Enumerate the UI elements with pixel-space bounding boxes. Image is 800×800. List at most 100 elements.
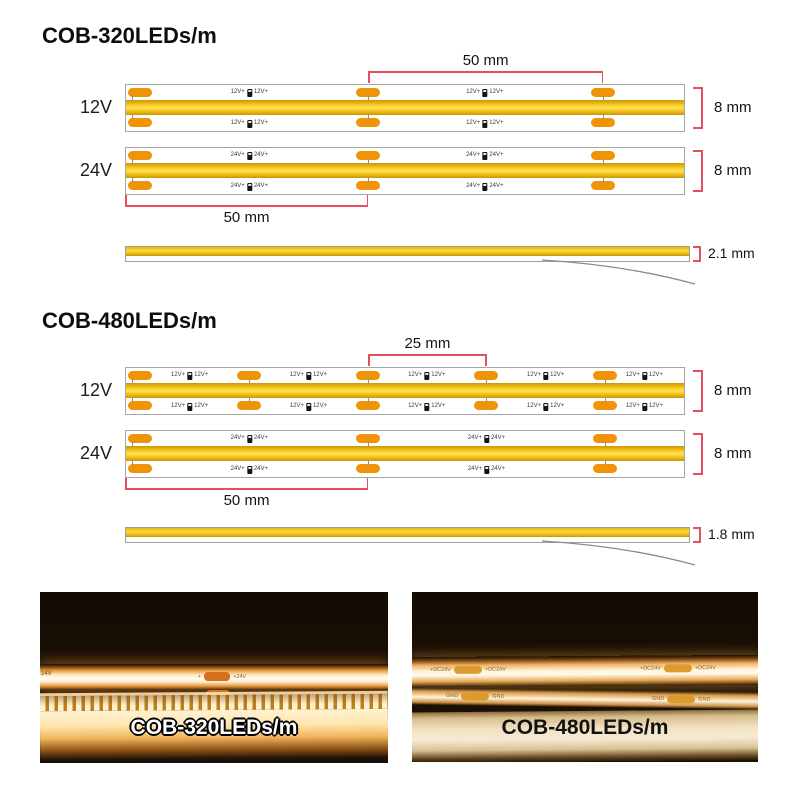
solder-pad-icon	[356, 181, 381, 190]
diode-chip-icon	[246, 182, 252, 191]
thickness-bracket	[693, 260, 701, 262]
polarity-label: 12V+	[170, 403, 186, 409]
polarity-label-group: 12V+ 12V+	[466, 88, 503, 97]
solder-pad-icon	[128, 401, 152, 410]
polarity-label-group: 24V+ 24V+	[468, 465, 505, 474]
phosphor-layer	[126, 247, 689, 256]
distance-bracket	[368, 354, 487, 356]
cut-mark	[368, 96, 370, 100]
gnd-text: GND	[698, 696, 711, 703]
polarity-text: +	[198, 673, 202, 680]
width-bracket	[693, 87, 702, 89]
polarity-label-group: 12V+ 12V+	[290, 402, 327, 411]
polarity-label-group: 12V+ 12V+	[408, 402, 445, 411]
solder-pad-marking: +DC24V +DC24V	[430, 665, 506, 675]
polarity-label: 12V+	[625, 403, 640, 409]
polarity-label: 12V+	[312, 372, 328, 378]
polarity-label: 12V+	[253, 120, 268, 126]
gnd-text: GND	[651, 695, 665, 703]
polarity-label: 12V+	[526, 372, 542, 378]
polarity-label: 12V+	[625, 372, 640, 378]
polarity-text: +24V	[233, 673, 247, 680]
polarity-label-group: 12V+ 12V+	[408, 371, 445, 380]
polarity-label: 24V+	[253, 183, 268, 189]
led-strip-diagram: 12V+ 12V+ 12V+ 12V+ 12V+ 12V+ 12V+ 12V+ 12V+ 12V+…	[125, 367, 685, 415]
cut-mark	[605, 398, 607, 402]
diode-chip-icon	[305, 402, 311, 411]
cut-mark	[368, 461, 370, 465]
polarity-label: 24V+	[467, 435, 482, 441]
polarity-label-group: 24V+ 24V+	[466, 151, 503, 160]
solder-pad-icon	[128, 181, 152, 190]
width-bracket	[693, 370, 702, 372]
polarity-label-group: 12V+ 12V+	[231, 119, 268, 128]
width-bracket	[693, 190, 702, 192]
phosphor-band	[126, 383, 684, 398]
distance-bracket	[368, 71, 604, 73]
voltage-label: 12V	[79, 97, 112, 117]
cut-mark	[486, 398, 488, 402]
polarity-label: 12V+	[289, 403, 304, 409]
solder-pad-icon	[356, 151, 381, 160]
distance-bracket	[485, 354, 487, 366]
polarity-label: 24V+	[489, 152, 504, 158]
power-text: +DC24V	[694, 665, 716, 672]
width-bracket	[693, 150, 702, 152]
distance-bracket	[368, 71, 370, 83]
diode-chip-icon	[543, 371, 549, 380]
polarity-label-group: 24V+ 24V+	[231, 465, 268, 474]
distance-bracket	[125, 205, 369, 207]
cut-mark	[605, 461, 607, 465]
polarity-label-group: 12V+ 12V+	[626, 402, 663, 411]
diode-chip-icon	[187, 402, 193, 411]
cut-mark	[249, 398, 251, 402]
cut-mark	[602, 96, 604, 100]
polarity-label: 12V+	[489, 120, 504, 126]
polarity-label: 12V+	[194, 403, 209, 409]
polarity-label-group: 12V+ 12V+	[626, 371, 663, 380]
polarity-label-group: 12V+ 12V+	[466, 119, 503, 128]
solder-pad-marking: + +24V	[198, 672, 246, 681]
solder-pad-icon	[667, 695, 696, 704]
solder-pad-icon	[593, 464, 618, 473]
tape-peel-curve	[541, 540, 696, 566]
solder-pad-marking: +DC24V +DC24V	[640, 664, 716, 673]
polarity-label: 24V+	[490, 466, 506, 472]
photo-caption: COB-480LEDs/m	[501, 716, 669, 739]
thickness-bracket	[699, 527, 701, 543]
cut-mark	[131, 442, 133, 446]
solder-pad-icon	[356, 371, 381, 380]
diode-chip-icon	[482, 119, 488, 128]
polarity-label: 12V+	[312, 403, 328, 409]
solder-pad-icon	[128, 88, 152, 97]
polarity-label: 12V+	[550, 372, 565, 378]
polarity-label: 12V+	[431, 403, 446, 409]
distance-bracket	[366, 478, 369, 490]
thickness-bracket	[699, 246, 701, 262]
width-value: 8 mm	[714, 99, 752, 116]
cut-mark	[368, 178, 370, 182]
distance-bracket	[125, 478, 127, 490]
polarity-label: 24V+	[253, 466, 268, 472]
polarity-label-group: 12V+ 12V+	[171, 402, 208, 411]
polarity-label-group: 24V+ 24V+	[231, 434, 268, 443]
solder-pad-icon	[356, 88, 381, 97]
width-bracket	[693, 410, 702, 412]
cut-mark	[131, 96, 133, 100]
width-bracket	[693, 127, 702, 129]
led-strip-diagram: 12V+ 12V+ 12V+ 12V+ 12V+ 12V+ 12V+ 12V+	[125, 84, 685, 132]
polarity-label: 24V+	[253, 435, 268, 441]
cut-mark	[602, 115, 604, 119]
solder-pad-icon	[356, 118, 381, 127]
gnd-text: GND	[492, 693, 505, 700]
polarity-label: 12V+	[466, 120, 481, 126]
polarity-label: 24V+	[466, 152, 481, 158]
polarity-label-group: 24V+ 24V+	[231, 151, 268, 160]
polarity-label: 24V+	[489, 183, 504, 189]
width-bracket	[701, 433, 703, 475]
voltage-label: 24V	[79, 443, 112, 463]
diode-chip-icon	[187, 371, 193, 380]
diode-chip-icon	[483, 465, 489, 474]
cut-mark	[368, 398, 370, 402]
polarity-label: 12V+	[431, 372, 446, 378]
